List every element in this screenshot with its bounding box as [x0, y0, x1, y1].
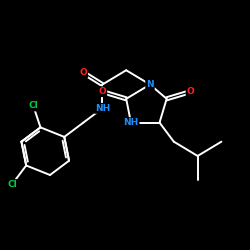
Text: O: O: [98, 87, 106, 96]
Text: NH: NH: [95, 104, 110, 113]
Text: NH: NH: [123, 118, 138, 127]
Text: Cl: Cl: [7, 180, 17, 189]
Text: O: O: [186, 87, 194, 96]
Text: Cl: Cl: [28, 102, 38, 110]
Text: O: O: [80, 68, 87, 77]
Text: N: N: [146, 80, 154, 89]
